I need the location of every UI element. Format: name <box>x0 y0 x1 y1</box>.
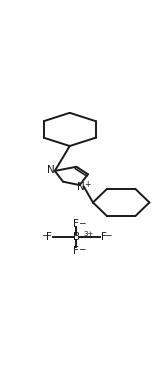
Text: F: F <box>46 232 52 242</box>
Text: −: − <box>78 218 85 227</box>
Text: B: B <box>73 232 80 242</box>
Text: +: + <box>84 180 90 189</box>
Text: N: N <box>78 182 85 192</box>
Text: F: F <box>101 232 107 242</box>
Text: −: − <box>104 230 111 239</box>
Text: −: − <box>41 230 49 239</box>
Text: 3+: 3+ <box>83 231 93 238</box>
Text: F: F <box>73 219 79 229</box>
Text: N: N <box>47 165 54 175</box>
Text: −: − <box>78 245 85 254</box>
Text: F: F <box>73 246 79 255</box>
